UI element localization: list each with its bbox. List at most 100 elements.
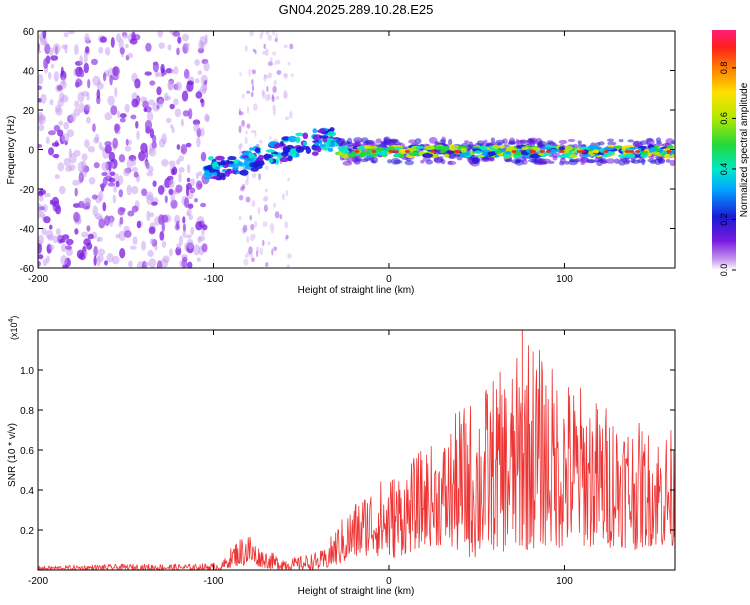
y-tick-label: 60 — [23, 27, 35, 38]
heatmap-cell — [414, 138, 422, 145]
snr-y-axis-label: SNR (10 * v/v) — [7, 423, 18, 487]
heatmap-cell — [186, 177, 191, 183]
heatmap-cell — [271, 94, 274, 100]
heatmap-cell — [559, 157, 567, 164]
heatmap-cell — [161, 159, 169, 167]
heatmap-cell — [249, 253, 254, 258]
heatmap-cell — [244, 136, 248, 145]
heatmap-cell — [93, 255, 97, 266]
heatmap-cell — [193, 123, 200, 132]
heatmap-cell — [42, 40, 48, 46]
y-tick-label: 0.4 — [20, 486, 34, 497]
heatmap-cell — [305, 147, 312, 154]
heatmap-cell — [295, 152, 300, 158]
heatmap-cell — [174, 108, 182, 118]
heatmap-cell — [188, 108, 193, 120]
heatmap-cell — [415, 145, 425, 149]
heatmap-cell — [253, 103, 258, 111]
heatmap-cell — [378, 152, 388, 156]
heatmap-cell — [48, 47, 54, 56]
heatmap-cell — [640, 150, 649, 155]
heatmap-cell — [249, 162, 259, 168]
heatmap-cell — [286, 264, 291, 268]
colorbar-label: Normalized spectral amplitude — [739, 82, 750, 217]
x-tick-label: -200 — [28, 274, 48, 285]
heatmap-cell — [607, 141, 617, 146]
heatmap-cell — [187, 203, 194, 209]
heatmap-cell — [246, 105, 250, 114]
heatmap-cell — [241, 93, 245, 99]
heatmap-cell — [468, 141, 474, 149]
heatmap-cell — [93, 245, 98, 257]
heatmap-cell — [59, 185, 66, 195]
heatmap-cell — [269, 135, 272, 140]
heatmap-cell — [210, 175, 220, 180]
heatmap-cell — [526, 139, 532, 147]
heatmap-cell — [269, 223, 275, 231]
heatmap-cell — [245, 196, 251, 203]
heatmap-cell — [283, 72, 288, 79]
heatmap-cell — [110, 37, 115, 48]
heatmap-cell — [408, 152, 420, 157]
heatmap-cell — [238, 111, 244, 116]
heatmap-cell — [83, 62, 90, 74]
heatmap-cell — [45, 136, 50, 144]
heatmap-cell — [195, 91, 203, 99]
heatmap-cell — [129, 245, 137, 250]
heatmap-cell — [127, 210, 135, 217]
heatmap-cell — [157, 185, 165, 195]
heatmap-cell — [295, 136, 301, 144]
spectrogram-x-ticks: -200 -100 0 100 — [28, 31, 573, 285]
heatmap-cell — [186, 186, 189, 197]
heatmap-peak — [404, 150, 410, 153]
heatmap-peak — [559, 150, 565, 153]
heatmap-cell — [197, 236, 202, 244]
heatmap-cell — [287, 155, 293, 162]
heatmap-cell — [127, 52, 133, 59]
heatmap-cell — [182, 230, 187, 238]
heatmap-cell — [582, 154, 591, 158]
heatmap-cell — [176, 220, 180, 230]
heatmap-cell — [239, 150, 243, 157]
heatmap-cell — [390, 157, 401, 165]
heatmap-cell — [214, 166, 221, 170]
heatmap-cell — [241, 155, 250, 159]
heatmap-cell — [312, 128, 318, 134]
heatmap-peak — [371, 150, 377, 153]
heatmap-cell — [148, 226, 156, 235]
y-tick-label: 0.8 — [20, 406, 34, 417]
heatmap-cell — [248, 152, 255, 159]
heatmap-cell — [242, 224, 248, 233]
heatmap-cell — [607, 147, 615, 150]
heatmap-cell — [241, 119, 246, 127]
heatmap-cell — [38, 49, 42, 54]
heatmap-cell — [130, 114, 137, 120]
heatmap-cell — [42, 258, 48, 267]
heatmap-cell — [131, 185, 139, 195]
heatmap-cell — [314, 142, 320, 146]
heatmap-cell — [383, 136, 391, 144]
heatmap-cell — [43, 58, 49, 69]
heatmap-cell — [92, 205, 99, 217]
heatmap-cell — [171, 126, 175, 134]
heatmap-cell — [187, 261, 193, 268]
heatmap-cell — [665, 159, 671, 163]
heatmap-cell — [244, 253, 249, 258]
heatmap-cell — [208, 156, 214, 161]
heatmap-cell — [592, 149, 600, 154]
heatmap-cell — [38, 254, 44, 260]
heatmap-cell — [289, 43, 294, 50]
heatmap-cell — [246, 123, 251, 129]
heatmap-cell — [251, 172, 257, 179]
heatmap-cell — [238, 143, 242, 150]
heatmap-cell — [76, 249, 84, 259]
heatmap-cell — [63, 32, 69, 38]
heatmap-cell — [93, 137, 100, 144]
heatmap-cell — [245, 179, 249, 186]
heatmap-cell — [371, 156, 379, 164]
heatmap-peak — [430, 150, 436, 153]
heatmap-cell — [190, 227, 195, 235]
heatmap-cell — [183, 68, 190, 79]
heatmap-cell — [165, 68, 173, 74]
heatmap-cell — [490, 137, 496, 144]
